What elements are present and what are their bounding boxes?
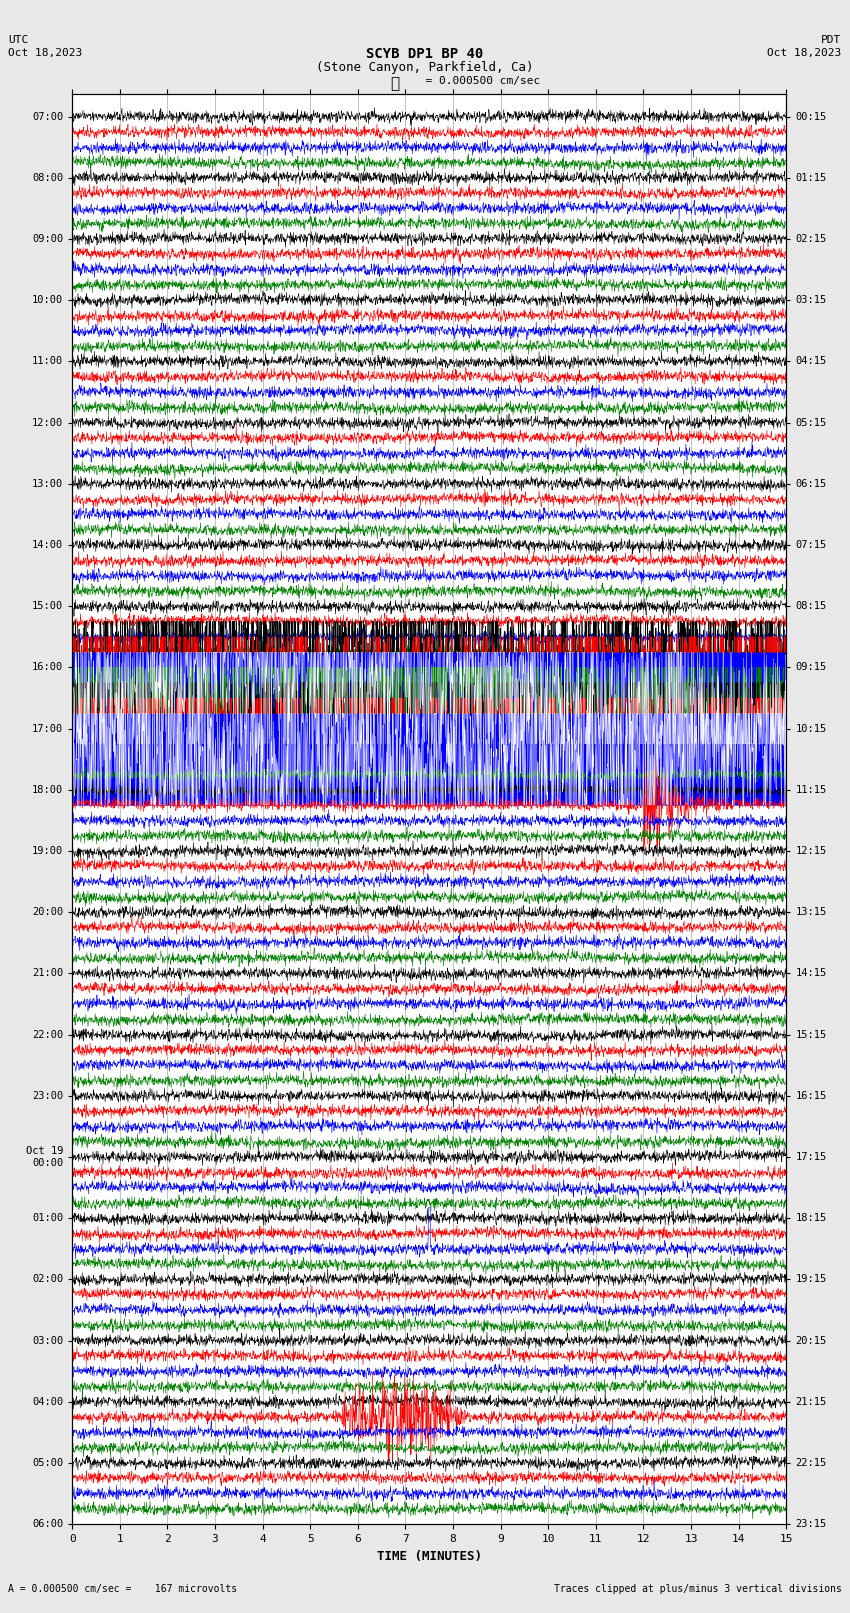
Text: SCYB DP1 BP 40: SCYB DP1 BP 40 (366, 47, 484, 61)
Text: (Stone Canyon, Parkfield, Ca): (Stone Canyon, Parkfield, Ca) (316, 61, 534, 74)
Text: Oct 18,2023: Oct 18,2023 (8, 48, 82, 58)
Text: ⎴: ⎴ (391, 76, 399, 90)
Text: PDT: PDT (821, 35, 842, 45)
Text: = 0.000500 cm/sec: = 0.000500 cm/sec (412, 76, 541, 85)
Text: Traces clipped at plus/minus 3 vertical divisions: Traces clipped at plus/minus 3 vertical … (553, 1584, 842, 1594)
Text: UTC: UTC (8, 35, 29, 45)
Text: A = 0.000500 cm/sec =    167 microvolts: A = 0.000500 cm/sec = 167 microvolts (8, 1584, 238, 1594)
Text: Oct 18,2023: Oct 18,2023 (768, 48, 842, 58)
X-axis label: TIME (MINUTES): TIME (MINUTES) (377, 1550, 482, 1563)
